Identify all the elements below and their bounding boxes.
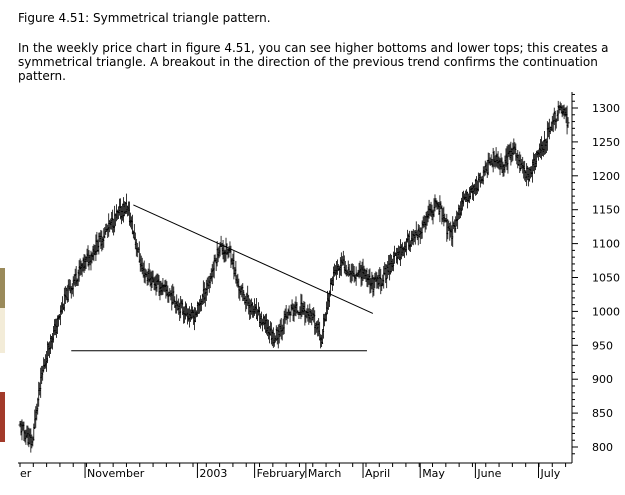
y-tick-label: 1150 [592, 204, 620, 217]
x-tick-label: July [539, 467, 560, 480]
price-bar [554, 118, 558, 129]
y-tick-label: 1100 [592, 238, 620, 251]
price-bar [566, 117, 570, 128]
x-tick-label: 2003 [199, 467, 227, 480]
y-tick-label: 1050 [592, 272, 620, 285]
x-tick-label: April [365, 467, 390, 480]
x-tick-label: March [308, 467, 342, 480]
x-tick-label: June [476, 467, 501, 480]
x-tick-label: May [422, 467, 445, 480]
cropped-photo-strip-bottom [0, 392, 5, 442]
cropped-photo-strip [0, 268, 5, 308]
x-axis: er November 2003 February March April May June J… [18, 462, 572, 480]
price-bar [443, 213, 447, 223]
y-tick-label: 1300 [592, 102, 620, 115]
upper-trendline [133, 204, 374, 314]
y-tick-label: 1250 [592, 136, 620, 149]
x-tick-label: November [87, 467, 145, 480]
y-tick-label: 850 [592, 407, 613, 420]
price-bars [18, 100, 570, 453]
pattern-lines [71, 204, 374, 352]
y-tick-label: 800 [592, 441, 613, 454]
figure-title: Figure 4.51: Symmetrical triangle patter… [18, 11, 271, 25]
y-tick-label: 1200 [592, 170, 620, 183]
y-tick-label: 1000 [592, 305, 620, 318]
cropped-photo-strip-mid [0, 308, 5, 353]
figure-caption: Figure 4.51: Symmetrical triangle patter… [18, 11, 618, 83]
x-tick-label: er [20, 467, 32, 480]
y-tick-label: 950 [592, 339, 613, 352]
y-tick-label: 900 [592, 373, 613, 386]
x-tick-label: February [257, 467, 306, 480]
price-bar [87, 250, 91, 271]
y-axis: 800 850 900 950 1000 1050 1100 1150 1200 1250 1300 [571, 92, 620, 463]
figure-description: In the weekly price chart in figure 4.51… [18, 41, 609, 83]
